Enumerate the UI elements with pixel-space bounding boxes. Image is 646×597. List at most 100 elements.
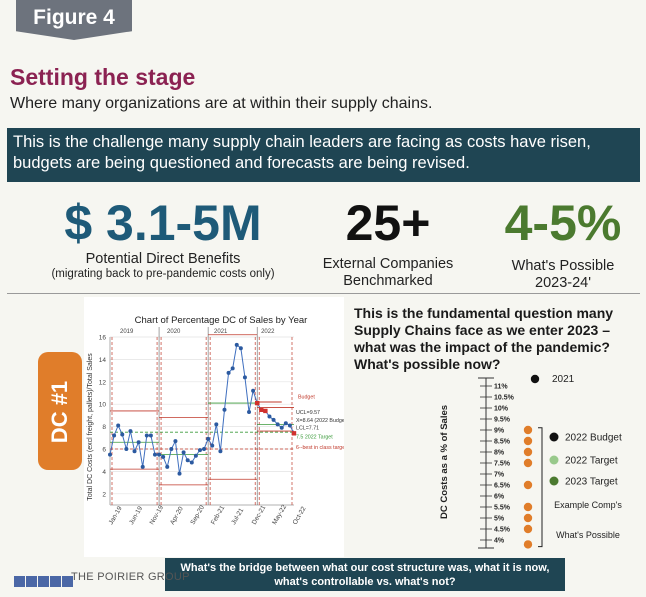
chart-point	[152, 452, 157, 457]
chart-annotation: LCL=7.71	[296, 426, 319, 432]
benchmark-comp-point	[523, 513, 533, 523]
chart-point	[234, 342, 239, 347]
chart-annotation: 6--best in class target	[296, 445, 344, 451]
stat-benefits-sub: (migrating back to pre-pandemic costs on…	[51, 268, 275, 280]
chart-ytick-label: 14	[99, 357, 107, 364]
chart-year-label: 2022	[261, 329, 275, 335]
chart-point	[255, 400, 260, 406]
chart-point	[124, 447, 129, 451]
chart-annotation: 7.5 2022 Target	[296, 435, 333, 441]
benchmark-comp-point	[523, 447, 533, 457]
benchmark-comp-point	[523, 458, 533, 468]
chart-point	[157, 452, 162, 457]
benchmark-tick-label: 8%	[494, 450, 505, 457]
chart-point	[140, 464, 145, 469]
chart-year-label: 2019	[120, 329, 134, 335]
chart-point	[206, 436, 211, 441]
stat-companies-label2: Benchmarked	[343, 273, 433, 289]
chart-point	[251, 388, 256, 393]
chart-point	[165, 464, 170, 469]
benchmark-tick-label: 7%	[494, 472, 505, 479]
stat-possible-label: What's Possible	[511, 258, 615, 274]
chart-ytick-label: 10	[99, 402, 107, 409]
chart-xtick-label: Jul-21	[230, 507, 245, 526]
chart-point	[210, 443, 215, 448]
chart-point	[169, 447, 174, 451]
chart-point	[128, 429, 133, 434]
fundamental-question: This is the fundamental question many Su…	[354, 305, 614, 372]
chart-xtick-label: Oct-22	[292, 505, 308, 526]
stat-companies-value: 25+	[345, 195, 431, 251]
chart-point	[193, 453, 198, 458]
benchmark-tick-label: 4%	[494, 538, 505, 545]
chart-xtick-label: Feb-21	[210, 504, 227, 526]
chart-annotation: X=8.64 (2022 Budget)	[296, 418, 344, 424]
chart-point	[132, 449, 137, 454]
chart-point	[226, 370, 231, 375]
chart-point	[185, 458, 190, 463]
chart-point	[177, 471, 182, 476]
chart-point	[242, 375, 247, 380]
chart-year-label: 2021	[214, 329, 228, 335]
chart-year-label: 2020	[167, 329, 181, 335]
chart-point	[189, 460, 194, 465]
benchmark-bracket-label: Example Comp's	[554, 500, 622, 510]
chart-ytick-label: 2	[102, 491, 106, 498]
benchmark-tick-label: 7.5%	[494, 461, 511, 468]
benchmark-comp-point	[523, 425, 533, 435]
benchmark-comp-point	[523, 436, 533, 446]
chart-point	[230, 366, 235, 371]
chart-annotation: Budget	[298, 394, 315, 400]
benchmark-ylabel: DC Costs as a % of Sales	[439, 405, 450, 519]
chart-point	[222, 407, 227, 412]
benchmark-bracket	[538, 427, 543, 548]
benchmark-legend-point	[549, 455, 559, 465]
benchmark-tick-label: 9%	[494, 428, 505, 435]
benchmark-comp-point	[523, 540, 533, 549]
benchmark-tick-label: 5.5%	[494, 505, 511, 512]
chart-point	[202, 447, 207, 451]
chart-point	[283, 421, 288, 426]
dc-tab	[38, 352, 82, 470]
chart-point	[279, 425, 284, 430]
benchmark-point-2021	[530, 374, 540, 384]
chart-ytick-label: 4	[102, 469, 106, 476]
benchmark-tick-label: 10.5%	[494, 395, 515, 402]
benchmark-comp-point	[523, 524, 533, 534]
benchmark-tick-label: 11%	[494, 384, 508, 391]
chart-point	[181, 450, 186, 455]
chart-point	[148, 433, 153, 438]
benchmark-tick-label: 10%	[494, 406, 509, 413]
benchmark-tick-label: 6%	[494, 494, 505, 501]
stat-possible-value: 4-5%	[504, 195, 622, 251]
benchmark-legend-label: 2022 Target	[565, 456, 618, 467]
chart-point	[287, 423, 292, 428]
section-divider	[7, 293, 640, 294]
chart-point	[161, 454, 166, 459]
chart-xtick-label: May-22	[271, 503, 288, 526]
chart-point	[271, 417, 276, 422]
benchmark-legend-point	[549, 476, 559, 486]
chart-title: Chart of Percentage DC of Sales by Year	[135, 315, 308, 326]
chart-xtick-label: Apr-20	[169, 505, 185, 526]
stat-companies-label: External Companies	[322, 256, 454, 272]
bridge-line-2: what's controllable vs. what's not?	[274, 576, 456, 588]
chart-ytick-label: 6	[102, 447, 106, 454]
chart-point	[108, 452, 112, 457]
benchmark-tick-label: 4.5%	[494, 527, 511, 534]
bridge-line-1: What's the bridge between what our cost …	[180, 562, 550, 574]
page-subtitle: Where many organizations are at within t…	[10, 95, 433, 112]
chart-point	[112, 433, 117, 438]
logo-mark	[14, 573, 74, 591]
benchmark-legend-label: 2023 Target	[565, 477, 618, 488]
chart-ytick-label: 8	[102, 424, 106, 431]
chart-ytick-label: 16	[99, 335, 107, 342]
benchmark-tick-label: 8.5%	[494, 439, 511, 446]
chart-xtick-label: Nov-19	[149, 504, 166, 526]
chart-point	[218, 449, 223, 454]
challenge-banner: This is the challenge many supply chain …	[7, 128, 640, 182]
chart-xtick-label: Jan-19	[108, 505, 124, 526]
benchmark-tick-label: 5%	[494, 516, 505, 523]
chart-xtick-label: Jun-19	[128, 505, 144, 526]
chart-ytick-label: 12	[99, 379, 107, 386]
